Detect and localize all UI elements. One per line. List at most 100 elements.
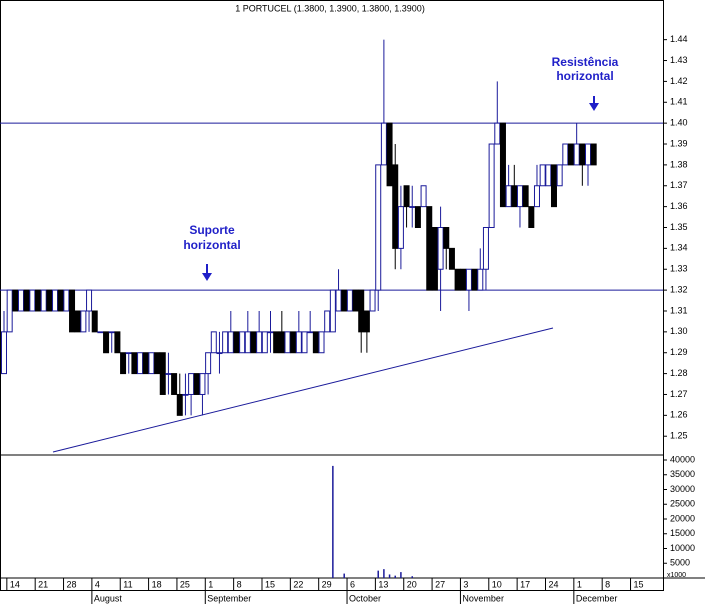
volume-bar [377, 570, 379, 578]
candle-body [205, 352, 212, 375]
candle-body [516, 185, 523, 208]
candle-body [539, 164, 546, 187]
candle-body [125, 352, 132, 355]
candle-body [261, 331, 268, 354]
candle-body [414, 206, 421, 228]
candle-body [114, 331, 121, 354]
candle-body [222, 331, 229, 354]
candle-body [550, 164, 557, 208]
candle-body [165, 373, 172, 375]
x-tick-label: 6 [350, 579, 355, 589]
candle-body [137, 352, 144, 375]
annotation: horizontal [183, 238, 240, 252]
y-tick-label: 1.41 [670, 97, 688, 107]
candle-body [176, 393, 183, 416]
candle-body [120, 352, 127, 375]
x-tick-label: 27 [435, 579, 445, 589]
candle-body [250, 331, 257, 354]
candle-body [307, 331, 314, 334]
x-tick-label: 1 [208, 579, 213, 589]
volume-bar [383, 569, 385, 578]
candle-body [239, 331, 246, 354]
candle-body [324, 310, 331, 333]
candle-body [35, 289, 42, 312]
candle-body [329, 289, 336, 333]
candle-body [528, 206, 535, 228]
x-tick-label: 8 [605, 579, 610, 589]
candle-body [403, 185, 410, 208]
candle-body [131, 352, 138, 375]
candle-body [108, 331, 115, 334]
x-tick-label: 11 [123, 579, 132, 589]
candle-body [46, 289, 53, 312]
x-tick-label: 8 [237, 579, 242, 589]
candle-body [199, 373, 206, 395]
candle-body [437, 227, 444, 270]
annotation: Suporte [189, 223, 235, 237]
candle-body [590, 143, 597, 166]
y-tick-label: 35000 [670, 469, 695, 479]
month-label: December [576, 593, 618, 603]
candle-body [431, 227, 438, 291]
candle-body [386, 122, 393, 187]
candle-body [409, 206, 416, 208]
candle-body [29, 289, 36, 312]
y-tick-label: 15000 [670, 528, 695, 538]
y-tick-label: 1.26 [670, 410, 688, 420]
candle-body [488, 143, 495, 228]
candle-body [568, 143, 574, 166]
y-tick-label: 1.38 [670, 159, 688, 169]
candle-body [448, 247, 455, 270]
candle-body [460, 268, 467, 291]
x-tick-label: 22 [293, 579, 303, 589]
volume-bar [388, 574, 391, 578]
volume-bar [411, 576, 413, 578]
y-tick-label: 1.33 [670, 264, 688, 274]
candle-body [352, 289, 359, 312]
candle-body [52, 289, 59, 312]
candle-body [6, 289, 13, 333]
candle-body [57, 289, 64, 312]
y-tick-label: 1.32 [670, 284, 688, 294]
candle-body [335, 289, 342, 312]
x-tick-label: 13 [378, 579, 388, 589]
candle-body [40, 289, 47, 312]
month-label: November [462, 593, 504, 603]
trendline [52, 327, 554, 453]
candle-body [562, 143, 569, 166]
candle-body [210, 331, 217, 354]
candle-body [477, 268, 484, 291]
candle-body [154, 352, 161, 375]
y-tick-label: 10000 [670, 543, 695, 553]
candle-body [358, 289, 365, 333]
candle-body [159, 352, 166, 395]
candle-body [295, 331, 302, 354]
x-tick-label: 21 [38, 579, 48, 589]
candle-body [505, 185, 512, 208]
candle-body [312, 331, 319, 354]
x-tick-label: 1 [577, 579, 582, 589]
candle-body [511, 185, 518, 208]
candle-body [533, 185, 540, 208]
candle-body [318, 331, 325, 354]
candle-body [392, 164, 399, 249]
candle-body [471, 268, 478, 291]
y-tick-label: 30000 [670, 484, 695, 494]
candle-body [182, 393, 189, 396]
y-tick-label: 1.27 [670, 389, 688, 399]
y-tick-label: 1.42 [670, 76, 688, 86]
y-tick-label: 1.31 [670, 305, 688, 315]
month-label: August [94, 593, 123, 603]
volume-bar [343, 573, 345, 578]
candle-body [256, 331, 263, 354]
y-tick-label: 40000 [670, 454, 695, 464]
y-tick-label: 1.39 [670, 138, 688, 148]
month-label: October [349, 593, 381, 603]
volume-bar [332, 465, 334, 578]
candle-body [244, 331, 251, 354]
candle-body [346, 289, 353, 312]
x-tick-label: 10 [492, 579, 502, 589]
candle-body [585, 143, 592, 166]
y-tick-label: 1.34 [670, 243, 688, 253]
y-tick-label: 1.35 [670, 222, 688, 232]
